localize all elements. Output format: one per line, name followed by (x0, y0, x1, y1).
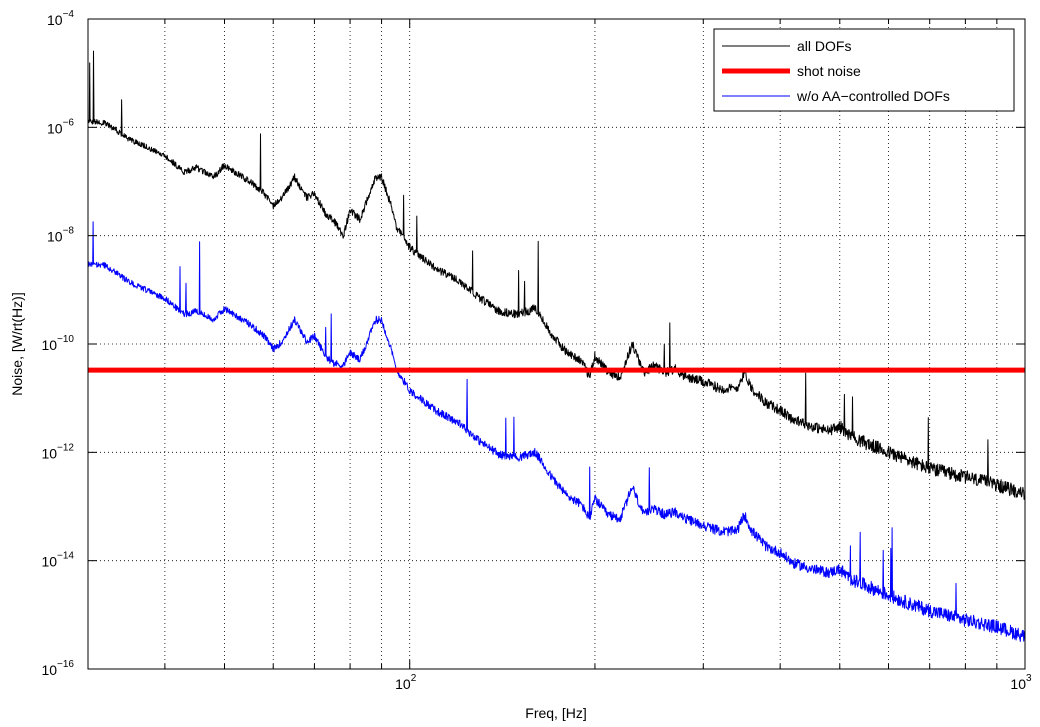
y-tick-label: 10−6 (47, 117, 74, 136)
x-axis-label: Freq, [Hz] (525, 705, 586, 721)
series-line-w-o-aa-controlled-dofs (87, 221, 1026, 642)
legend-label-shot-noise: shot noise (797, 63, 861, 79)
grid-lines (88, 19, 1025, 669)
legend-label-all-dofs: all DOFs (797, 38, 851, 54)
series-layer (87, 50, 1026, 642)
x-tick-label: 102 (395, 673, 417, 692)
y-tick-label: 10−4 (47, 9, 74, 28)
y-tick-label: 10−10 (41, 334, 74, 353)
legend: all DOFs shot noise w/o AA−controlled DO… (713, 28, 1015, 112)
x-tick-label: 103 (1010, 673, 1032, 692)
legend-label-wo-aa: w/o AA−controlled DOFs (796, 88, 950, 104)
tick-labels: 10−16 10−14 10−12 10−10 10−8 10−6 10−4 102 103 (41, 9, 1032, 692)
series-line-all-dofs (87, 50, 1026, 501)
y-tick-label: 10−14 (41, 551, 74, 570)
axis-ticks (87, 18, 1026, 670)
y-axis-label: Noise, [W/rt(Hz)] (9, 292, 25, 395)
y-tick-label: 10−16 (41, 659, 74, 678)
y-tick-label: 10−8 (47, 226, 74, 245)
y-tick-label: 10−12 (41, 442, 74, 461)
